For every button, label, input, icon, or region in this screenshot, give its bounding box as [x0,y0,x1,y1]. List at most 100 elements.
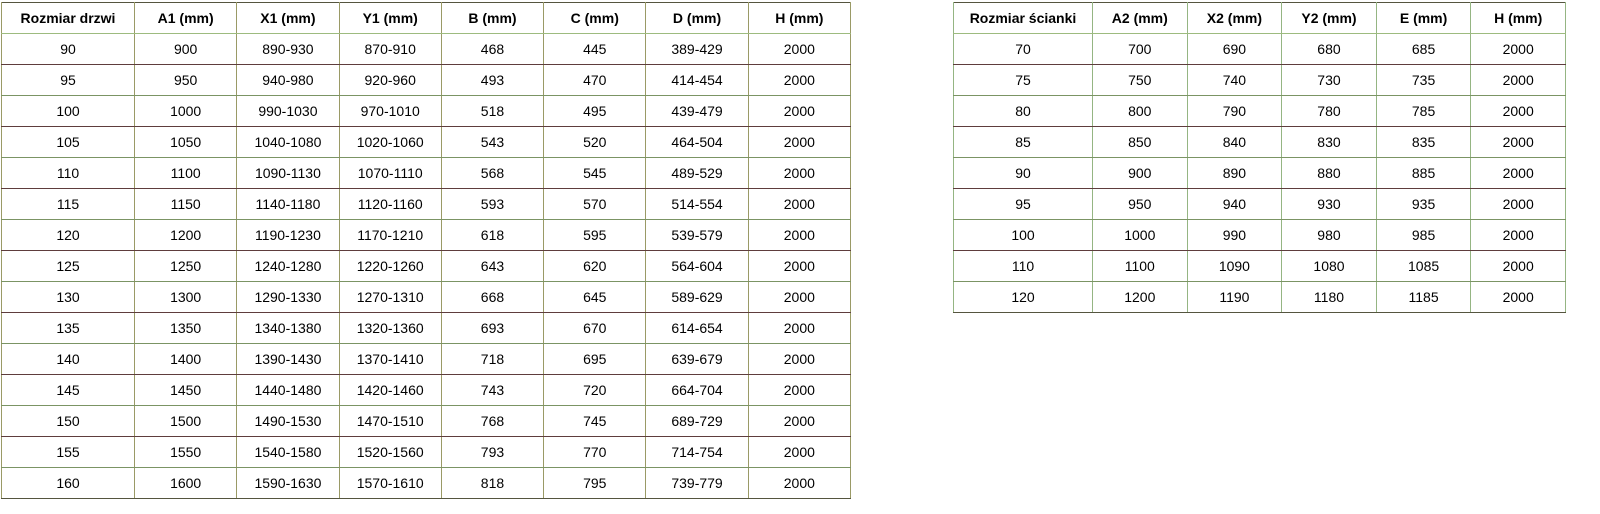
table-cell: 1320-1360 [338,312,442,344]
table-cell: 1190-1230 [236,219,340,251]
table-cell: 1000 [1092,219,1188,251]
header-cell: X1 (mm) [236,2,340,34]
table-cell: 1400 [133,343,238,375]
header-cell: H (mm) [747,2,852,34]
table-cell: 2000 [747,33,852,65]
table-cell: 950 [133,64,238,96]
table-cell: 800 [1092,95,1188,127]
table-cell: 2000 [747,64,852,96]
table-cell: 70 [953,33,1093,65]
table-cell: 2000 [747,436,852,468]
table-row: 115 1150 1140-1180 1120-1160 593 570 514-554 20… [1,188,852,220]
table-row: 70 700 690 680 685 2000 [953,33,1566,65]
table-cell: 950 [1092,188,1188,220]
table-cell: 589-629 [645,281,749,313]
table-row: 145 1450 1440-1480 1420-1460 743 720 664-704 20… [1,374,852,406]
table-cell: 2000 [747,281,852,313]
table-cell: 2000 [747,126,852,158]
table-cell: 2000 [747,374,852,406]
table-cell: 568 [440,157,545,189]
table-cell: 1050 [133,126,238,158]
header-row: Rozmiar drzwi A1 (mm) X1 (mm) Y1 (mm) B (mm)… [1,2,852,34]
table-cell: 1500 [133,405,238,437]
table-cell: 670 [543,312,647,344]
table-row: 95 950 940 930 935 2000 [953,188,1566,220]
table-row: 90 900 890 880 885 2000 [953,157,1566,189]
table-cell: 145 [1,374,135,406]
table-cell: 1180 [1281,281,1377,313]
header-cell: Y2 (mm) [1281,2,1377,34]
table-cell: 514-554 [645,188,749,220]
table-cell: 664-704 [645,374,749,406]
table-cell: 2000 [1470,250,1566,282]
table-cell: 80 [953,95,1093,127]
table-cell: 85 [953,126,1093,158]
table-cell: 2000 [1470,157,1566,189]
table-cell: 543 [440,126,545,158]
table-cell: 1540-1580 [236,436,340,468]
table-cell: 2000 [1470,126,1566,158]
table-row: 155 1550 1540-1580 1520-1560 793 770 714-754 20… [1,436,852,468]
table-cell: 1070-1110 [338,157,442,189]
header-cell: X2 (mm) [1186,2,1283,34]
table-cell: 570 [543,188,647,220]
table-cell: 714-754 [645,436,749,468]
table-row: 105 1050 1040-1080 1020-1060 543 520 464-504 20… [1,126,852,158]
header-cell: A1 (mm) [133,2,238,34]
table-cell: 539-579 [645,219,749,251]
table-cell: 90 [1,33,135,65]
header-cell: Rozmiar drzwi [1,2,135,34]
table-cell: 840 [1186,126,1283,158]
table-cell: 389-429 [645,33,749,65]
table-cell: 680 [1281,33,1377,65]
table-cell: 785 [1375,95,1472,127]
table-cell: 2000 [747,157,852,189]
table-cell: 493 [440,64,545,96]
table-cell: 100 [1,95,135,127]
table-cell: 1200 [133,219,238,251]
table-cell: 693 [440,312,545,344]
table-cell: 160 [1,467,135,499]
table-cell: 1200 [1092,281,1188,313]
table-cell: 1600 [133,467,238,499]
table-cell: 740 [1186,64,1283,96]
table-cell: 489-529 [645,157,749,189]
table-cell: 110 [1,157,135,189]
header-cell: B (mm) [440,2,545,34]
table-cell: 2000 [1470,188,1566,220]
table-cell: 835 [1375,126,1472,158]
table-cell: 1370-1410 [338,343,442,375]
table-cell: 793 [440,436,545,468]
table-cell: 75 [953,64,1093,96]
table-row: 110 1100 1090-1130 1070-1110 568 545 489-529 20… [1,157,852,189]
table-cell: 920-960 [338,64,442,96]
table-cell: 2000 [1470,33,1566,65]
table-cell: 2000 [747,312,852,344]
doors-size-table: Rozmiar drzwi A1 (mm) X1 (mm) Y1 (mm) B (mm)… [1,2,852,499]
table-cell: 2000 [747,95,852,127]
table-cell: 870-910 [338,33,442,65]
table-cell: 1085 [1375,250,1472,282]
header-cell: H (mm) [1470,2,1566,34]
table-cell: 1185 [1375,281,1472,313]
table-cell: 1120-1160 [338,188,442,220]
table-cell: 120 [1,219,135,251]
table-cell: 468 [440,33,545,65]
table-cell: 900 [133,33,238,65]
table-cell: 470 [543,64,647,96]
table-cell: 1440-1480 [236,374,340,406]
table-cell: 1590-1630 [236,467,340,499]
header-cell: E (mm) [1375,2,1472,34]
table-cell: 1040-1080 [236,126,340,158]
table-cell: 1020-1060 [338,126,442,158]
table-cell: 935 [1375,188,1472,220]
header-cell: Rozmiar ścianki [953,2,1093,34]
table-cell: 105 [1,126,135,158]
table-cell: 414-454 [645,64,749,96]
table-cell: 900 [1092,157,1188,189]
table-cell: 100 [953,219,1093,251]
table-cell: 1090-1130 [236,157,340,189]
table-cell: 115 [1,188,135,220]
header-cell: C (mm) [543,2,647,34]
table-cell: 1340-1380 [236,312,340,344]
